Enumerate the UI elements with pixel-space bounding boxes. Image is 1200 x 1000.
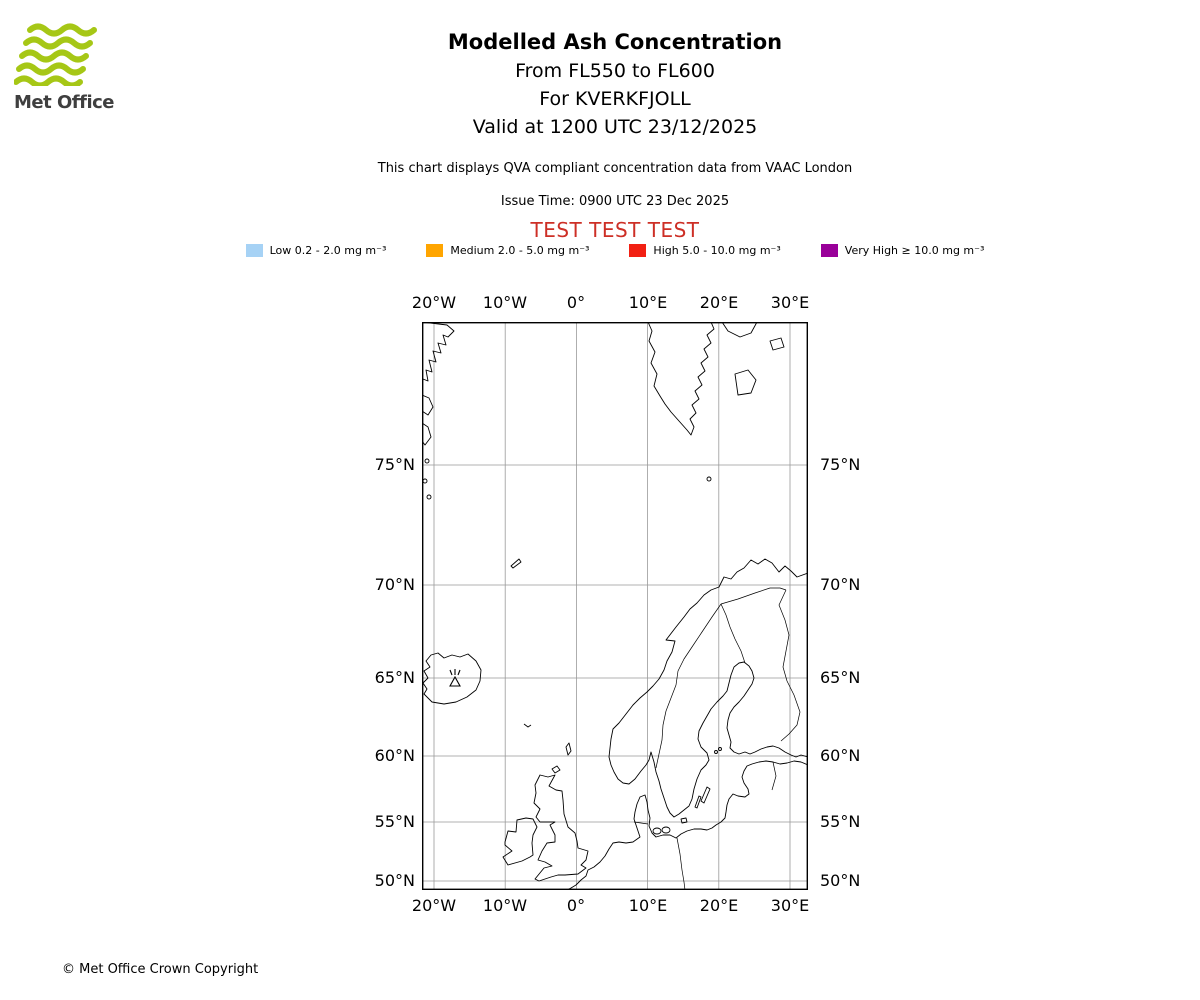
lat-label-right: 75°N [820, 455, 861, 474]
coast-svalbard-east-isle [769, 337, 785, 351]
lat-label-right: 55°N [820, 812, 861, 831]
country-borders [633, 587, 801, 891]
lon-label-top: 0° [566, 293, 586, 312]
gotland [700, 786, 711, 804]
met-office-waves-icon [13, 23, 97, 89]
valid-time: Valid at 1200 UTC 23/12/2025 [472, 116, 758, 138]
volcano-name: For KVERKFJOLL [539, 88, 691, 110]
aland-1 [714, 750, 718, 754]
aland-2 [718, 747, 722, 751]
greenland-islet-3 [426, 494, 432, 500]
jan-mayen [510, 558, 522, 569]
coast-ireland [502, 817, 538, 866]
lat-label-left: 65°N [374, 668, 415, 687]
lat-label-right: 60°N [820, 746, 861, 765]
lat-label-left: 70°N [374, 575, 415, 594]
coast-baltic-continent [566, 760, 809, 891]
lon-label-bottom: 10°W [482, 896, 528, 915]
coastlines [421, 321, 809, 891]
coast-greenland-3 [421, 422, 432, 446]
bornholm [680, 817, 688, 824]
lat-label-right: 70°N [820, 575, 861, 594]
lat-label-left: 60°N [374, 746, 415, 765]
legend-label-high: High 5.0 - 10.0 mg m⁻³ [653, 244, 781, 257]
legend: Low 0.2 - 2.0 mg m⁻³ Medium 2.0 - 5.0 mg… [30, 244, 1200, 257]
lon-label-top: 10°W [482, 293, 528, 312]
legend-item-high: High 5.0 - 10.0 mg m⁻³ [629, 244, 781, 257]
lat-label-right: 65°N [820, 668, 861, 687]
border-norway-finland [720, 587, 787, 605]
test-banner: TEST TEST TEST [530, 218, 700, 242]
legend-swatch-medium [426, 244, 444, 257]
legend-item-very-high: Very High ≥ 10.0 mg m⁻³ [820, 244, 985, 257]
lon-label-top: 20°W [411, 293, 457, 312]
coast-greenland-2 [421, 394, 434, 416]
lon-label-bottom: 10°E [628, 896, 668, 915]
issue-time: Issue Time: 0900 UTC 23 Dec 2025 [500, 194, 730, 209]
border-sweden-finland [720, 603, 746, 664]
lon-label-top: 10°E [628, 293, 668, 312]
border-denmark-germany [633, 821, 649, 825]
legend-label-medium: Medium 2.0 - 5.0 mg m⁻³ [450, 244, 590, 257]
lon-label-bottom: 0° [566, 896, 586, 915]
met-office-logo: Met Office [13, 22, 134, 113]
lat-label-right: 50°N [820, 871, 861, 890]
met-office-logo-text: Met Office [14, 92, 115, 113]
qva-note: This chart displays QVA compliant concen… [377, 161, 853, 176]
lat-label-left: 75°N [374, 455, 415, 474]
legend-label-very-high: Very High ≥ 10.0 mg m⁻³ [844, 244, 985, 257]
lon-label-top: 20°E [699, 293, 739, 312]
oland [694, 795, 702, 809]
map-area [421, 321, 809, 891]
legend-item-medium: Medium 2.0 - 5.0 mg m⁻³ [426, 244, 589, 257]
border-estonia-russia [771, 761, 777, 791]
greenland-islet-1 [424, 458, 430, 464]
lon-label-bottom: 20°E [699, 896, 739, 915]
flight-level-range: From FL550 to FL600 [515, 60, 715, 82]
bear-island [706, 476, 712, 482]
legend-swatch-high [629, 244, 647, 257]
zealand [652, 827, 662, 835]
funen [661, 826, 671, 834]
volcano-marker-icon [449, 669, 461, 687]
coast-spitsbergen [647, 321, 715, 436]
faroe-islands [523, 723, 532, 728]
shetland [565, 742, 572, 756]
legend-swatch-very-high [820, 244, 838, 257]
lon-label-bottom: 30°E [770, 896, 810, 915]
border-germany-poland [676, 837, 686, 891]
greenland-islet-2 [422, 478, 428, 484]
lon-label-bottom: 20°W [411, 896, 457, 915]
lat-label-left: 55°N [374, 812, 415, 831]
header: Modelled Ash Concentration From FL550 to… [30, 30, 1200, 242]
lat-label-left: 50°N [374, 871, 415, 890]
orkney [551, 765, 561, 774]
graticule [422, 322, 808, 890]
border-norway-sweden [655, 603, 722, 769]
map-frame [422, 322, 809, 890]
map-canvas [421, 321, 809, 891]
coast-iceland [422, 652, 482, 705]
coast-great-britain [533, 774, 589, 882]
page-title: Modelled Ash Concentration [447, 30, 783, 54]
copyright-text: © Met Office Crown Copyright [62, 962, 259, 977]
legend-label-low: Low 0.2 - 2.0 mg m⁻³ [269, 244, 387, 257]
legend-item-low: Low 0.2 - 2.0 mg m⁻³ [245, 244, 387, 257]
coast-scandinavia [608, 558, 809, 818]
coast-nordaustlandet [721, 321, 758, 338]
coast-greenland-1 [421, 321, 455, 384]
border-finland-russia [778, 589, 801, 742]
legend-swatch-low [245, 244, 263, 257]
coast-edgeoya [734, 369, 757, 396]
lon-label-top: 30°E [770, 293, 810, 312]
